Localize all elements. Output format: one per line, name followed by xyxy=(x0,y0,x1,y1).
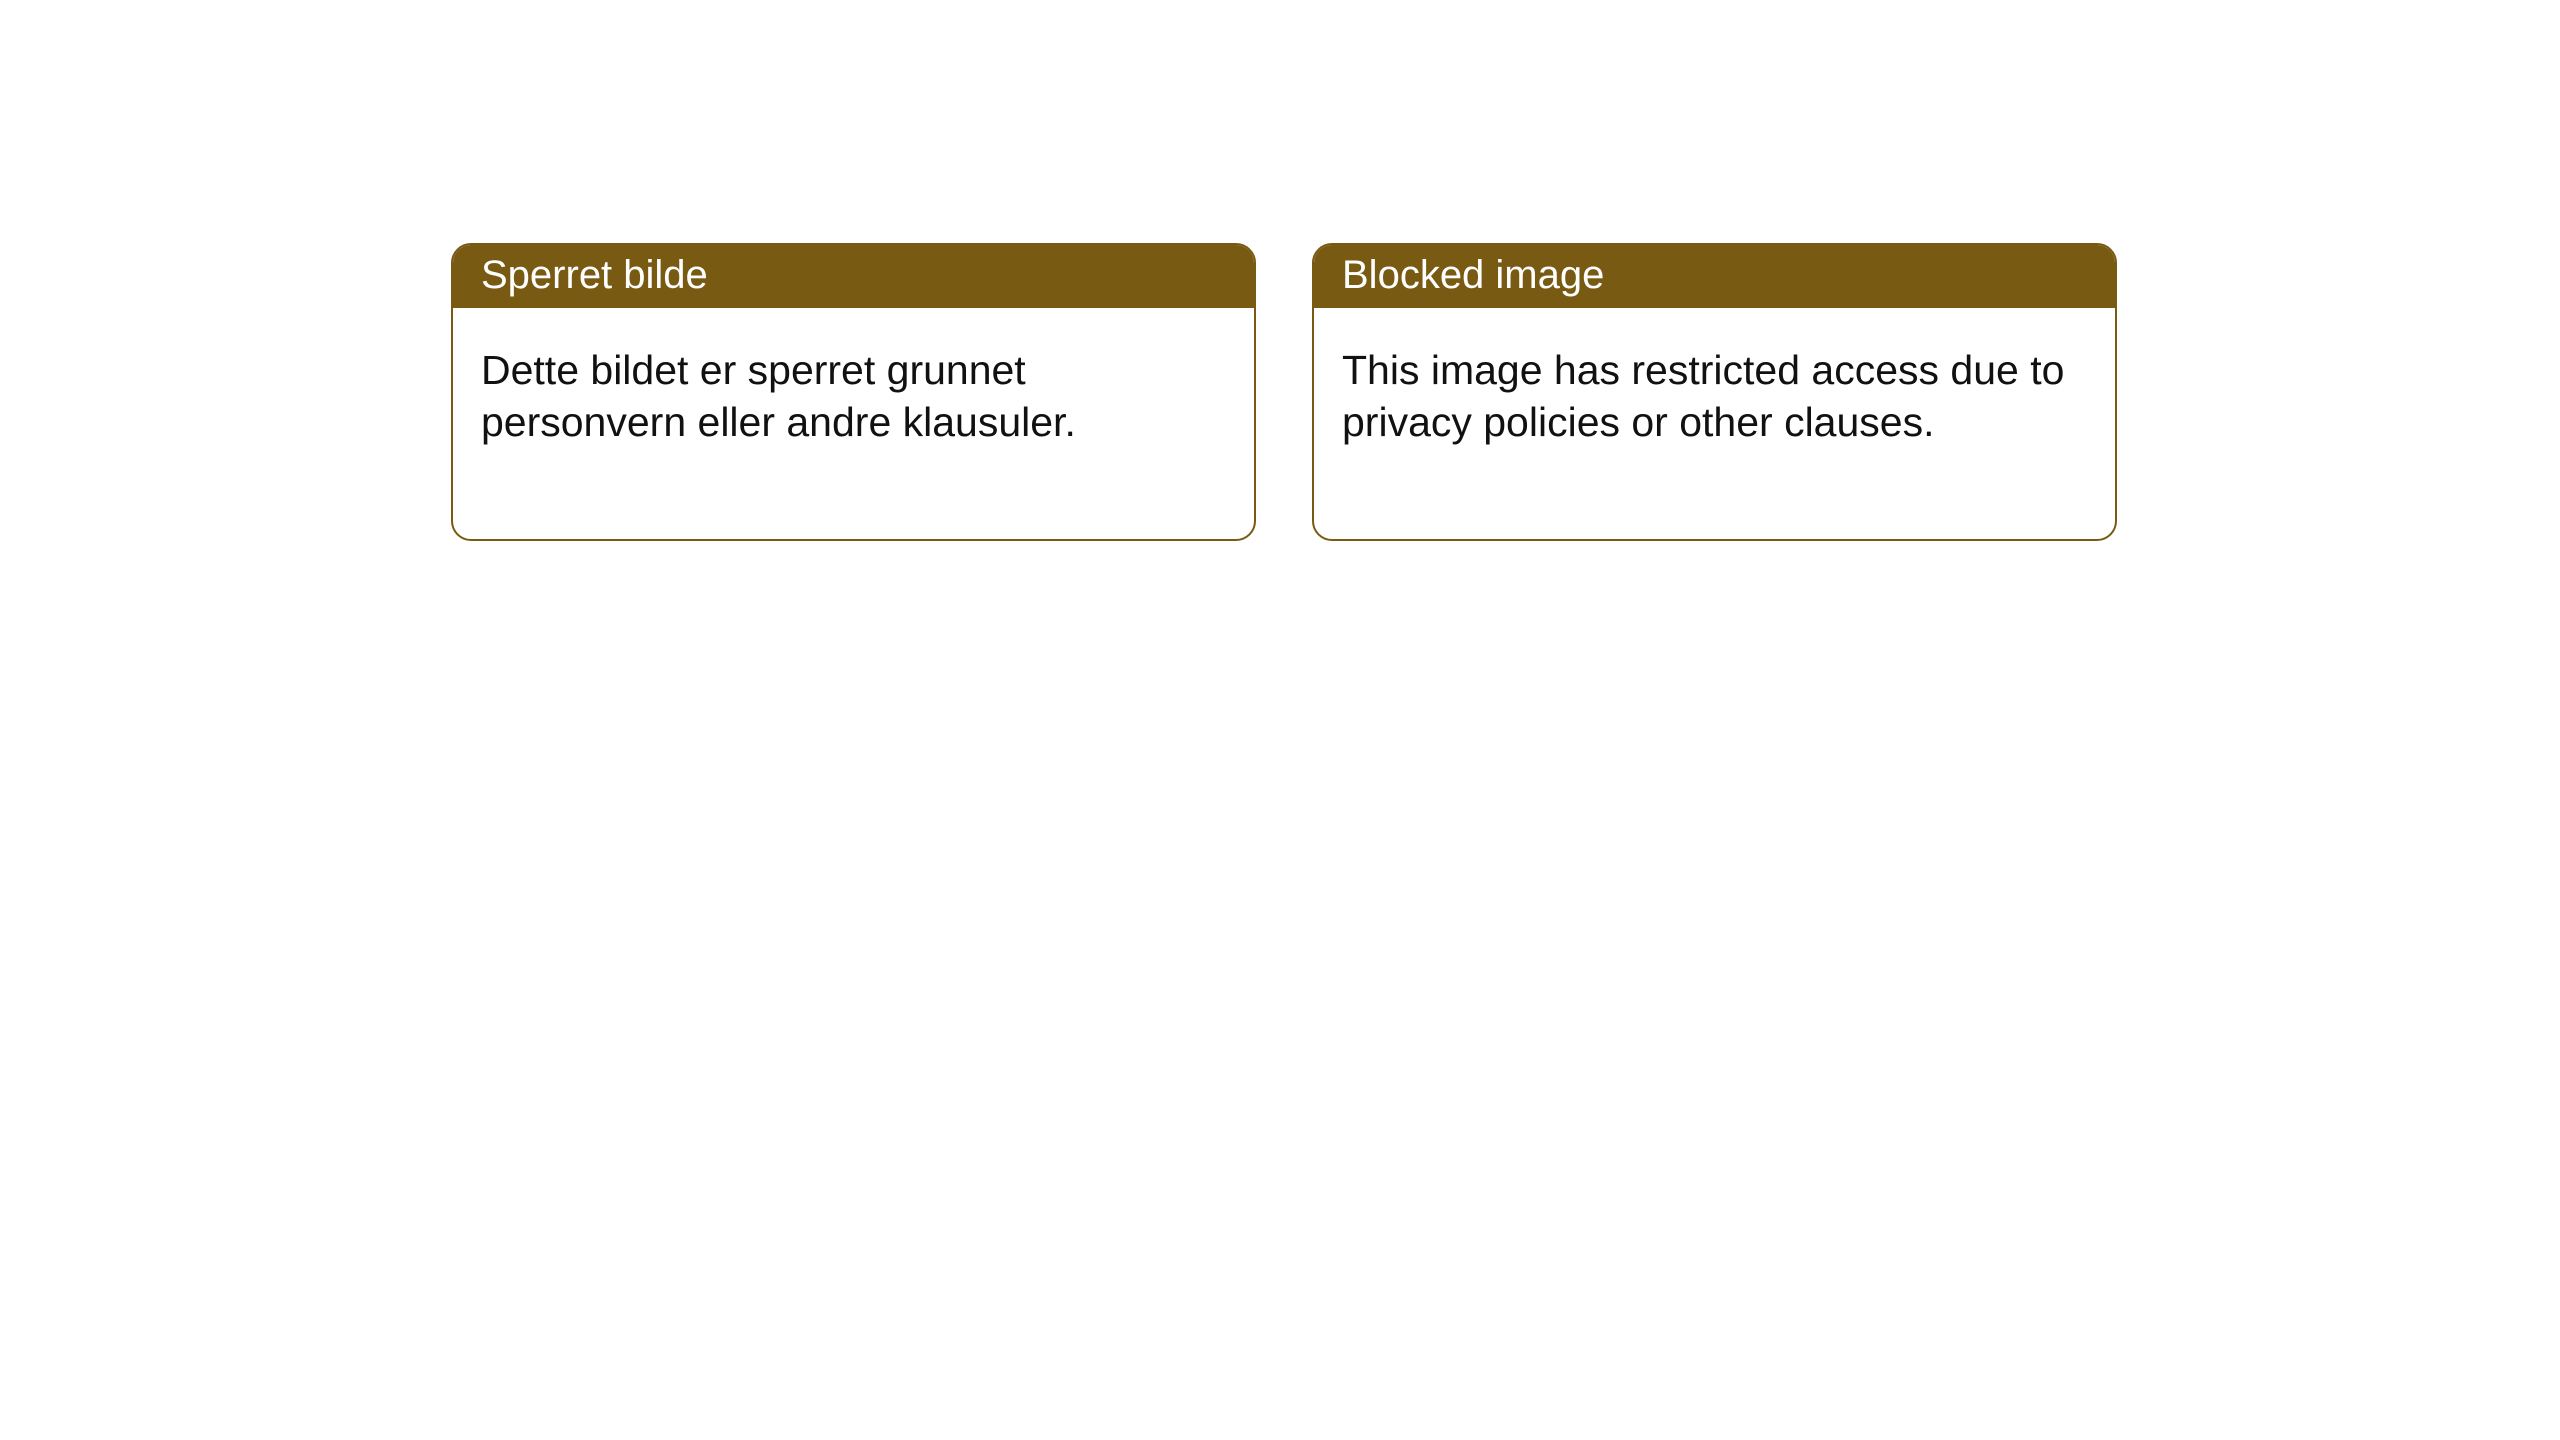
notice-header: Blocked image xyxy=(1314,245,2115,308)
notice-header: Sperret bilde xyxy=(453,245,1254,308)
notice-card-english: Blocked image This image has restricted … xyxy=(1312,243,2117,541)
notice-container: Sperret bilde Dette bildet er sperret gr… xyxy=(0,0,2560,541)
notice-body: This image has restricted access due to … xyxy=(1314,308,2115,539)
notice-body: Dette bildet er sperret grunnet personve… xyxy=(453,308,1254,539)
notice-card-norwegian: Sperret bilde Dette bildet er sperret gr… xyxy=(451,243,1256,541)
